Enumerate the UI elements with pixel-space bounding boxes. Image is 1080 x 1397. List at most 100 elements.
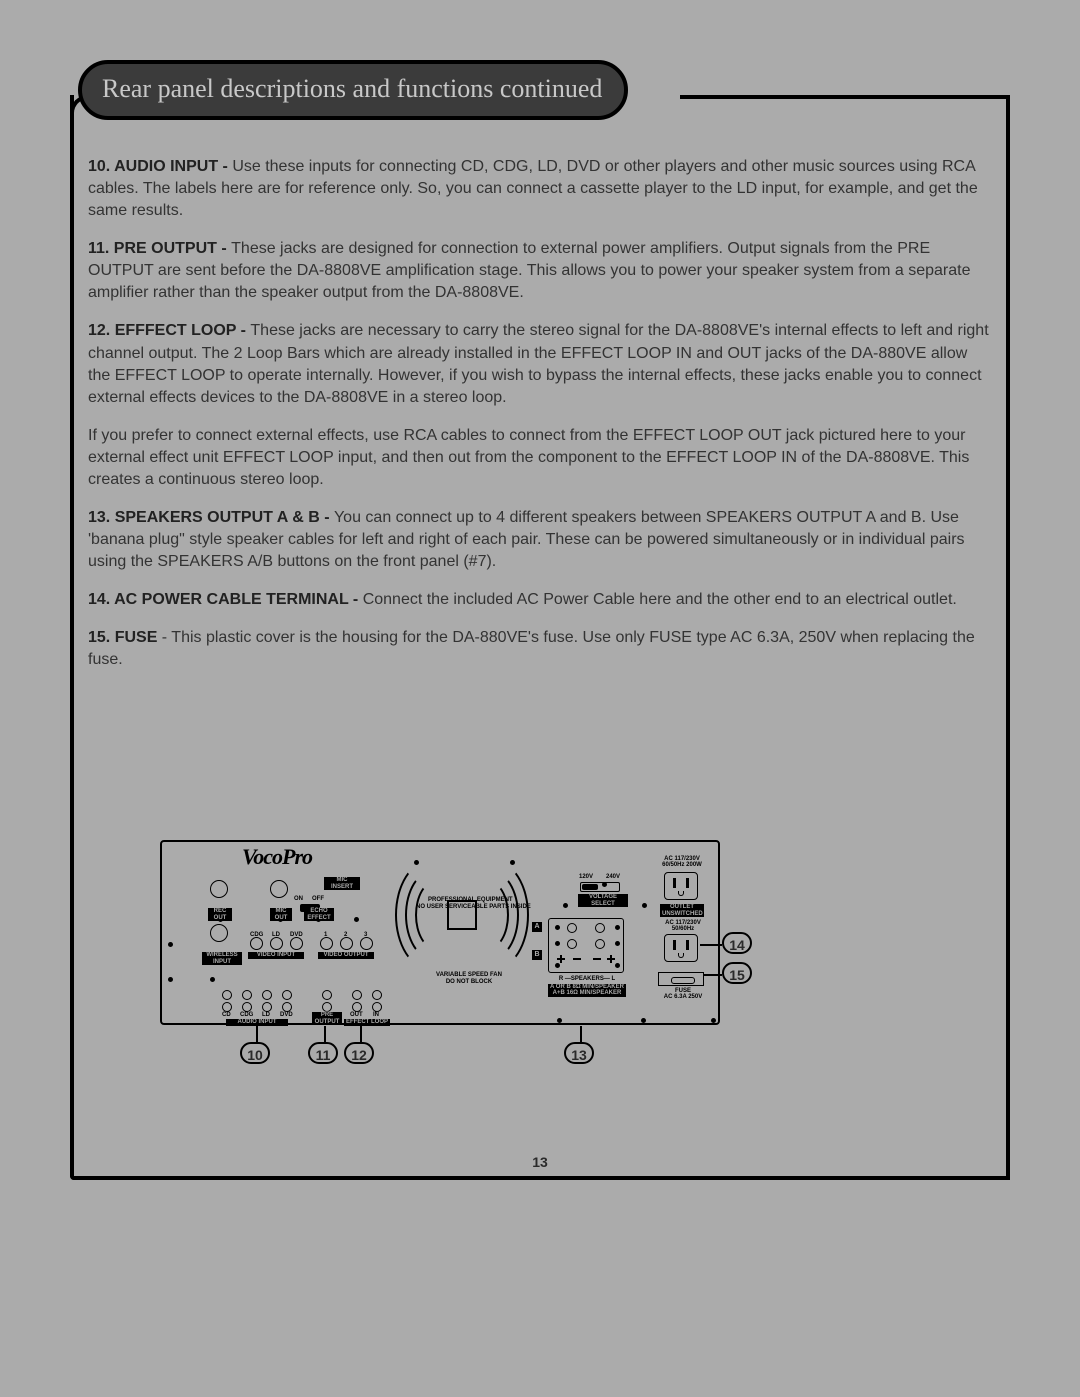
jack-vout2 xyxy=(340,937,353,950)
effect-loop-label: EFFECT LOOP xyxy=(344,1019,390,1026)
jack-audio-cdg-l xyxy=(242,990,252,1000)
screw-icon xyxy=(168,942,173,947)
jack-dvd xyxy=(290,937,303,950)
jack-wireless xyxy=(210,924,228,942)
screw-icon xyxy=(642,903,647,908)
voltage-select-label: VOLTAGE SELECT xyxy=(578,894,628,907)
section-title-pill: Rear panel descriptions and functions co… xyxy=(78,60,628,120)
brand-logo: VocoPro xyxy=(242,844,312,870)
leader-line xyxy=(704,974,722,976)
item-12-heading: 12. EFFFECT LOOP - xyxy=(88,322,250,339)
leader-line xyxy=(580,1026,582,1042)
screw-icon xyxy=(641,1018,646,1023)
rear-panel-diagram: VocoPro MICINSERT ON OFF xyxy=(160,840,918,1070)
fuse-icon xyxy=(658,972,704,986)
manual-page: Rear panel descriptions and functions co… xyxy=(70,60,1010,1180)
mic-out-label: MICOUT xyxy=(270,908,292,921)
callout-11: 11 xyxy=(308,1042,338,1064)
fan-icon xyxy=(397,850,527,980)
v2-label: 2 xyxy=(344,932,347,938)
jack-eff-in-l xyxy=(372,990,382,1000)
item-15-heading: 15. FUSE xyxy=(88,629,157,646)
item-12b: If you prefer to connect external effect… xyxy=(88,425,992,491)
speaker-block-a xyxy=(548,918,624,973)
callout-14: 14 xyxy=(722,932,752,954)
frame-left xyxy=(70,95,74,1180)
video-input-label: VIDEO INPUT xyxy=(248,952,304,959)
leader-line xyxy=(700,944,722,946)
jack-audio-ld-r xyxy=(262,1002,272,1012)
jack-audio-ld-l xyxy=(262,990,272,1000)
fuse-label: FUSEAC 6.3A 250V xyxy=(660,988,706,1001)
item-12: 12. EFFFECT LOOP - These jacks are neces… xyxy=(88,320,992,408)
item-11-heading: 11. PRE OUTPUT - xyxy=(88,240,231,257)
jack-ld xyxy=(270,937,283,950)
cdg-label: CDG xyxy=(250,932,263,938)
frame-bottom xyxy=(70,1176,1010,1180)
no-service-label: NO USER SERVICEABLE PARTS INSIDE xyxy=(416,904,520,910)
speakers-label: R —SPEAKERS— L xyxy=(556,976,618,982)
ld-label: LD xyxy=(272,932,280,938)
speaker-impedance-label: A OR B 8Ω MIN/SPEAKERA+B 16Ω MIN/SPEAKER xyxy=(548,984,626,997)
item-14-heading: 14. AC POWER CABLE TERMINAL - xyxy=(88,591,363,608)
page-number: 13 xyxy=(70,1154,1010,1170)
item-15-body: - This plastic cover is the housing for … xyxy=(88,629,975,668)
fan-label-2: DO NOT BLOCK xyxy=(444,979,494,985)
leader-line xyxy=(324,1026,326,1042)
callout-10: 10 xyxy=(240,1042,270,1064)
video-output-label: VIDEO OUTPUT xyxy=(318,952,374,959)
screw-icon xyxy=(563,903,568,908)
item-10-heading: 10. AUDIO INPUT - xyxy=(88,158,232,175)
screw-icon xyxy=(354,917,359,922)
fan-label-1: VARIABLE SPEED FAN xyxy=(434,972,504,978)
outlet-unswitched-label: OUTLETUNSWITCHED xyxy=(660,904,704,917)
jack-eff-out-l xyxy=(352,990,362,1000)
v3-label: 3 xyxy=(364,932,367,938)
body-content: 10. AUDIO INPUT - Use these inputs for c… xyxy=(88,156,992,687)
jack-audio-cd-l xyxy=(222,990,232,1000)
jack-audio-dvd-l xyxy=(282,990,292,1000)
jack-pre-l xyxy=(322,990,332,1000)
frame-right xyxy=(1006,95,1010,1180)
off-label: OFF xyxy=(312,896,324,902)
mic-insert-label: MICINSERT xyxy=(324,877,360,890)
dvd-label2: DVD xyxy=(280,1012,293,1018)
eff-in-label: IN xyxy=(373,1012,379,1018)
item-10: 10. AUDIO INPUT - Use these inputs for c… xyxy=(88,156,992,222)
jack-audio-cd-r xyxy=(222,1002,232,1012)
cdg-label2: CDG xyxy=(240,1012,253,1018)
dvd-label: DVD xyxy=(290,932,303,938)
eff-out-label: OUT xyxy=(350,1012,363,1018)
screw-icon xyxy=(168,977,173,982)
jack-audio-dvd-r xyxy=(282,1002,292,1012)
wireless-input-label: WIRELESSINPUT xyxy=(202,952,242,965)
leader-line xyxy=(256,1026,258,1042)
cd-label: CD xyxy=(222,1012,231,1018)
speaker-a-tag: A xyxy=(532,922,542,932)
pre-output-label: PREOUTPUT xyxy=(312,1012,342,1025)
ac-mid-label: AC 117/230V50/60Hz xyxy=(658,920,708,933)
ac-inlet-icon xyxy=(664,872,698,900)
jack-vout1 xyxy=(320,937,333,950)
jack-vout3 xyxy=(360,937,373,950)
v240-label: 240V xyxy=(606,874,620,880)
item-13-heading: 13. SPEAKERS OUTPUT A & B - xyxy=(88,509,334,526)
v1-label: 1 xyxy=(324,932,327,938)
jack-eff-in-r xyxy=(372,1002,382,1012)
item-11: 11. PRE OUTPUT - These jacks are designe… xyxy=(88,238,992,304)
jack-audio-cdg-r xyxy=(242,1002,252,1012)
rec-out-label: RECOUT xyxy=(208,908,232,921)
callout-12: 12 xyxy=(344,1042,374,1064)
ac-top-label: AC 117/230V60/50Hz 200W xyxy=(654,856,710,869)
screw-icon xyxy=(557,1018,562,1023)
screw-icon xyxy=(210,977,215,982)
jack-eff-out-r xyxy=(352,1002,362,1012)
jack-cdg xyxy=(250,937,263,950)
item-13: 13. SPEAKERS OUTPUT A & B - You can conn… xyxy=(88,507,992,573)
callout-15: 15 xyxy=(722,962,752,984)
callout-13: 13 xyxy=(564,1042,594,1064)
rear-panel: VocoPro MICINSERT ON OFF xyxy=(160,840,720,1025)
item-15: 15. FUSE - This plastic cover is the hou… xyxy=(88,627,992,671)
ld-label2: LD xyxy=(262,1012,270,1018)
jack-pre-r xyxy=(322,1002,332,1012)
